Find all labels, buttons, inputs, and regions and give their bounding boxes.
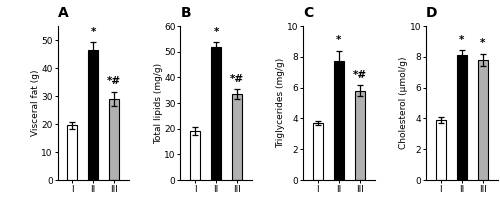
- Y-axis label: Triglycerides (mg/g): Triglycerides (mg/g): [276, 58, 285, 148]
- Y-axis label: Visceral fat (g): Visceral fat (g): [31, 70, 40, 136]
- Text: C: C: [303, 6, 314, 20]
- Bar: [88, 50, 98, 180]
- Text: B: B: [180, 6, 191, 20]
- Bar: [68, 125, 77, 180]
- Bar: [110, 99, 119, 180]
- Bar: [313, 123, 322, 180]
- Text: *: *: [214, 26, 219, 37]
- Bar: [212, 47, 221, 180]
- Text: *: *: [480, 38, 486, 48]
- Text: *#: *#: [353, 70, 367, 80]
- Text: *: *: [336, 35, 342, 45]
- Y-axis label: Total lipids (mg/g): Total lipids (mg/g): [154, 62, 162, 144]
- Text: *#: *#: [107, 76, 122, 87]
- Text: A: A: [58, 6, 68, 20]
- Bar: [334, 61, 344, 180]
- Bar: [457, 55, 466, 180]
- Text: *: *: [90, 27, 96, 37]
- Text: D: D: [426, 6, 438, 20]
- Y-axis label: Cholesterol (μmol/g): Cholesterol (μmol/g): [400, 57, 408, 149]
- Bar: [355, 91, 364, 180]
- Text: *: *: [459, 35, 464, 44]
- Bar: [436, 120, 446, 180]
- Bar: [478, 60, 488, 180]
- Bar: [232, 94, 242, 180]
- Bar: [190, 131, 200, 180]
- Text: *#: *#: [230, 74, 244, 84]
